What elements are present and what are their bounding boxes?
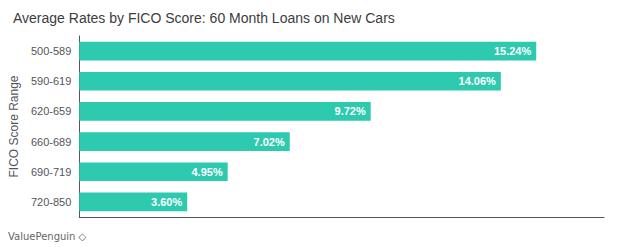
svg-text:3.60%: 3.60% (151, 196, 182, 208)
svg-text:ValuePenguin ◇: ValuePenguin ◇ (8, 231, 87, 242)
svg-text:15.24%: 15.24% (494, 45, 532, 57)
svg-text:500-589: 500-589 (31, 45, 71, 57)
svg-text:FICO Score Range: FICO Score Range (7, 75, 21, 177)
svg-text:7.02%: 7.02% (254, 136, 285, 148)
svg-text:720-850: 720-850 (31, 196, 71, 208)
svg-text:Average Rates by FICO Score: 6: Average Rates by FICO Score: 60 Month Lo… (13, 10, 395, 26)
svg-text:620-659: 620-659 (31, 105, 71, 117)
svg-text:14.06%: 14.06% (459, 75, 497, 87)
svg-text:590-619: 590-619 (31, 75, 71, 87)
svg-text:660-689: 660-689 (31, 136, 71, 148)
svg-text:690-719: 690-719 (31, 166, 71, 178)
svg-text:9.72%: 9.72% (335, 105, 366, 117)
svg-text:4.95%: 4.95% (191, 166, 222, 178)
